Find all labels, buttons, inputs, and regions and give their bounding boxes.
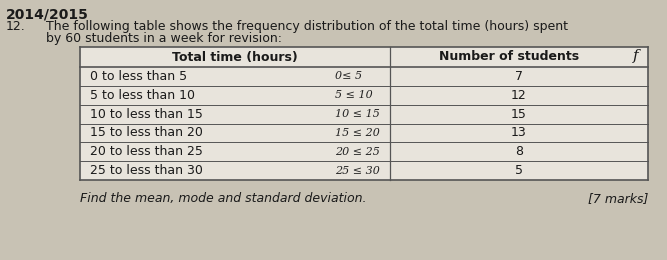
Text: 8: 8 [515,145,523,158]
Text: [7 marks]: [7 marks] [588,192,648,205]
Text: 12.: 12. [6,20,26,33]
Bar [80,67,648,86]
Text: Total time (hours): Total time (hours) [172,50,298,63]
Text: 10 ≤ 15: 10 ≤ 15 [335,109,380,119]
Text: 7: 7 [515,70,523,83]
Text: 25 ≤ 30: 25 ≤ 30 [335,166,380,176]
Text: 0 to less than 5: 0 to less than 5 [90,70,187,83]
Text: 5 ≤ 10: 5 ≤ 10 [335,90,373,100]
Text: The following table shows the frequency distribution of the total time (hours) s: The following table shows the frequency … [46,20,568,33]
Text: 12: 12 [511,89,527,102]
Text: 20 ≤ 25: 20 ≤ 25 [335,147,380,157]
Text: 13: 13 [511,126,527,139]
Text: 5: 5 [515,164,523,177]
Text: Find the mean, mode and standard deviation.: Find the mean, mode and standard deviati… [80,192,366,205]
Text: 15 to less than 20: 15 to less than 20 [90,126,203,139]
Bar [80,124,648,142]
Text: 15: 15 [511,108,527,121]
Bar [80,161,648,180]
Bar [80,142,648,161]
Bar [80,86,648,105]
Bar [80,105,648,123]
Text: 5 to less than 10: 5 to less than 10 [90,89,195,102]
Bar [80,47,648,67]
Text: 20 to less than 25: 20 to less than 25 [90,145,203,158]
Text: 25 to less than 30: 25 to less than 30 [90,164,203,177]
Text: f: f [633,49,639,63]
Text: 10 to less than 15: 10 to less than 15 [90,108,203,121]
Text: 15 ≤ 20: 15 ≤ 20 [335,128,380,138]
Text: 2014/2015: 2014/2015 [6,8,89,22]
Text: 0≤ 5: 0≤ 5 [335,72,362,81]
Text: Number of students: Number of students [439,50,579,63]
Text: by 60 students in a week for revision:: by 60 students in a week for revision: [46,32,282,45]
